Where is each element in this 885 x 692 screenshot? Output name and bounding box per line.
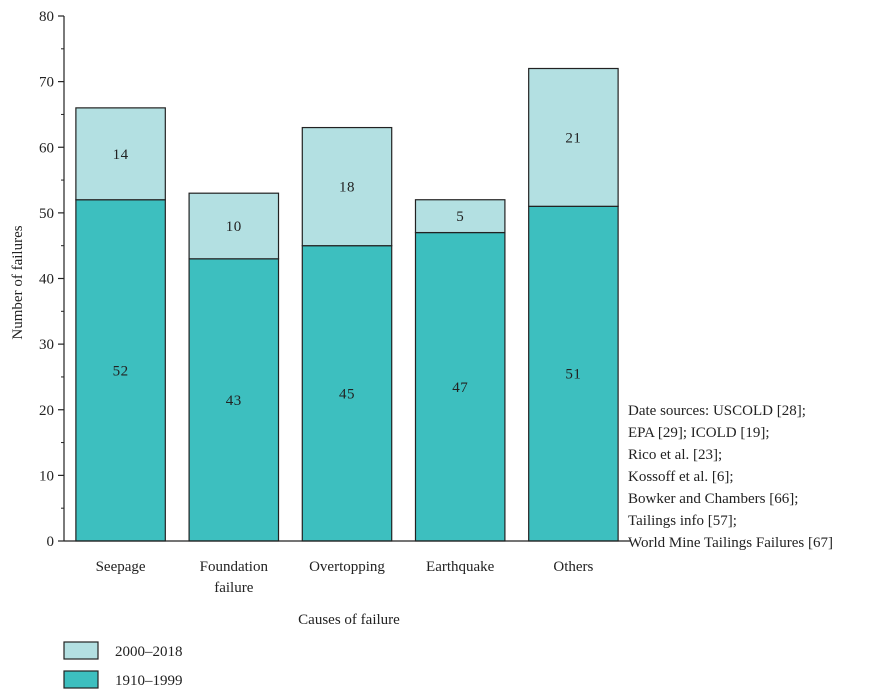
y-tick-label: 10 [39,468,54,484]
x-tick-label: Overtopping [309,559,385,575]
y-axis-title: Number of failures [10,225,26,339]
bar-overtopping-2000-2018 [301,126,393,247]
bar-earthquake-2000-2018 [414,199,506,234]
x-tick-label: failure [214,580,253,596]
x-axis-title: Causes of failure [298,612,400,628]
legend-swatch-1910-1999 [63,670,99,689]
x-tick-label: Foundation [200,559,269,575]
bar-seepage-1910-1999 [75,199,166,542]
bar-overtopping-1910-1999 [301,245,393,542]
y-tick-label: 0 [47,534,55,550]
y-tick-label: 60 [39,140,54,156]
source-note-line: Bowker and Chambers [66]; [628,491,798,507]
source-note-line: Rico et al. [23]; [628,447,722,463]
data-label: 51 [565,367,581,383]
source-note-line: Tailings info [57]; [628,513,737,529]
data-labels-layer: 52 14 43 10 45 18 47 5 51 21 [113,130,581,409]
data-label: 52 [113,363,129,379]
legend-label: 2000–2018 [115,644,183,660]
legend: 2000–2018 1910–1999 [63,641,183,689]
source-note-line: EPA [29]; ICOLD [19]; [628,425,770,441]
data-label: 14 [113,147,129,163]
bars-layer [75,67,619,542]
y-tick-label: 70 [39,75,54,91]
source-note-line: Kossoff et al. [6]; [628,469,734,485]
y-tick-label: 50 [39,206,54,222]
x-tick-label: Others [553,559,593,575]
data-label: 47 [452,380,468,396]
y-tick-label: 20 [39,403,54,419]
legend-swatch-2000-2018 [63,641,99,660]
data-label: 21 [565,130,581,146]
y-ticks-layer: 0 10 20 30 40 50 60 70 80 [39,9,64,550]
data-label: 18 [339,180,355,196]
data-label: 10 [226,219,242,235]
data-label: 45 [339,386,355,402]
y-tick-label: 40 [39,272,54,288]
y-tick-label: 30 [39,337,54,353]
bar-seepage-2000-2018 [75,107,166,201]
legend-label: 1910–1999 [115,673,183,689]
bar-foundation-failure-2000-2018 [188,192,280,260]
source-note-line: Date sources: USCOLD [28]; [628,403,806,419]
bar-others-2000-2018 [528,67,619,207]
x-tick-labels-layer: Seepage Foundation failure Overtopping Earth… [96,559,594,596]
y-tick-label: 80 [39,9,54,25]
x-tick-label: Seepage [96,559,146,575]
data-label: 43 [226,393,242,409]
x-tick-label: Earthquake [426,559,495,575]
data-label: 5 [456,209,464,225]
data-source-note: Date sources: USCOLD [28]; EPA [29]; ICOL… [628,403,833,551]
source-note-line: World Mine Tailings Failures [67] [628,535,833,551]
